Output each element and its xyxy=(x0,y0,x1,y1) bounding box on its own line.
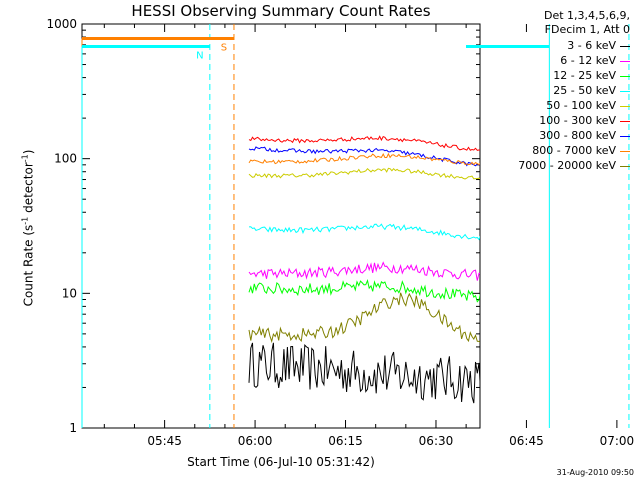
legend-label: 6 - 12 keV xyxy=(560,54,616,67)
legend-label: 100 - 300 keV xyxy=(539,114,616,127)
x-tick-label: 07:00 xyxy=(600,434,635,448)
legend-item: 6 - 12 keV xyxy=(478,55,630,67)
flag-label: N xyxy=(196,51,203,62)
legend-swatch xyxy=(620,45,630,47)
legend-header-line-1: Det 1,3,4,5,6,9, xyxy=(543,9,630,22)
legend-label: 800 - 7000 keV xyxy=(532,144,616,157)
x-tick-label: 06:15 xyxy=(328,434,363,448)
x-axis-label: Start Time (06-Jul-10 05:31:42) xyxy=(187,455,375,469)
legend-item: 25 - 50 keV xyxy=(478,85,630,97)
series-line xyxy=(248,135,480,151)
legend-label: 300 - 800 keV xyxy=(539,129,616,142)
x-tick-label: 06:45 xyxy=(509,434,544,448)
y-tick-label: 1 xyxy=(69,421,77,435)
y-tick-label: 100 xyxy=(54,152,77,166)
series-line xyxy=(248,278,480,303)
series-line xyxy=(248,167,480,180)
series-line xyxy=(248,261,480,281)
legend-label: 7000 - 20000 keV xyxy=(518,159,616,172)
legend-label: 3 - 6 keV xyxy=(567,39,616,52)
legend-item: 300 - 800 keV xyxy=(478,130,630,142)
legend-swatch xyxy=(620,135,630,137)
legend-label: 12 - 25 keV xyxy=(553,69,616,82)
legend-swatch xyxy=(620,90,630,92)
legend-item: 50 - 100 keV xyxy=(478,100,630,112)
x-tick-label: 05:45 xyxy=(147,434,182,448)
legend-header-line-2: FDecim 1, Att 0 xyxy=(544,23,630,36)
legend-label: 25 - 50 keV xyxy=(553,84,616,97)
legend-swatch xyxy=(620,105,630,107)
series-line xyxy=(248,292,480,344)
legend-swatch xyxy=(620,75,630,77)
legend-swatch xyxy=(620,150,630,152)
legend-item: 100 - 300 keV xyxy=(478,115,630,127)
legend-swatch xyxy=(620,120,630,122)
series-line xyxy=(248,342,480,404)
legend-item: 12 - 25 keV xyxy=(478,70,630,82)
y-tick-label: 10 xyxy=(62,286,77,300)
series-line xyxy=(248,146,480,167)
flag-label: S xyxy=(221,43,227,54)
series-line xyxy=(248,223,480,241)
chart-title: HESSI Observing Summary Count Rates xyxy=(131,2,431,20)
legend-swatch xyxy=(620,60,630,62)
legend-item: 800 - 7000 keV xyxy=(478,145,630,157)
timestamp: 31-Aug-2010 09:50 xyxy=(556,468,634,477)
x-tick-label: 06:30 xyxy=(419,434,454,448)
legend-item: 3 - 6 keV xyxy=(478,40,630,52)
legend-label: 50 - 100 keV xyxy=(546,99,616,112)
y-tick-label: 1000 xyxy=(46,17,77,31)
y-axis-label: Count Rate (s-1 detector-1) xyxy=(20,149,36,307)
series-line xyxy=(248,152,480,166)
legend-item: 7000 - 20000 keV xyxy=(478,160,630,172)
x-tick-label: 06:00 xyxy=(238,434,273,448)
legend-swatch xyxy=(620,165,630,167)
